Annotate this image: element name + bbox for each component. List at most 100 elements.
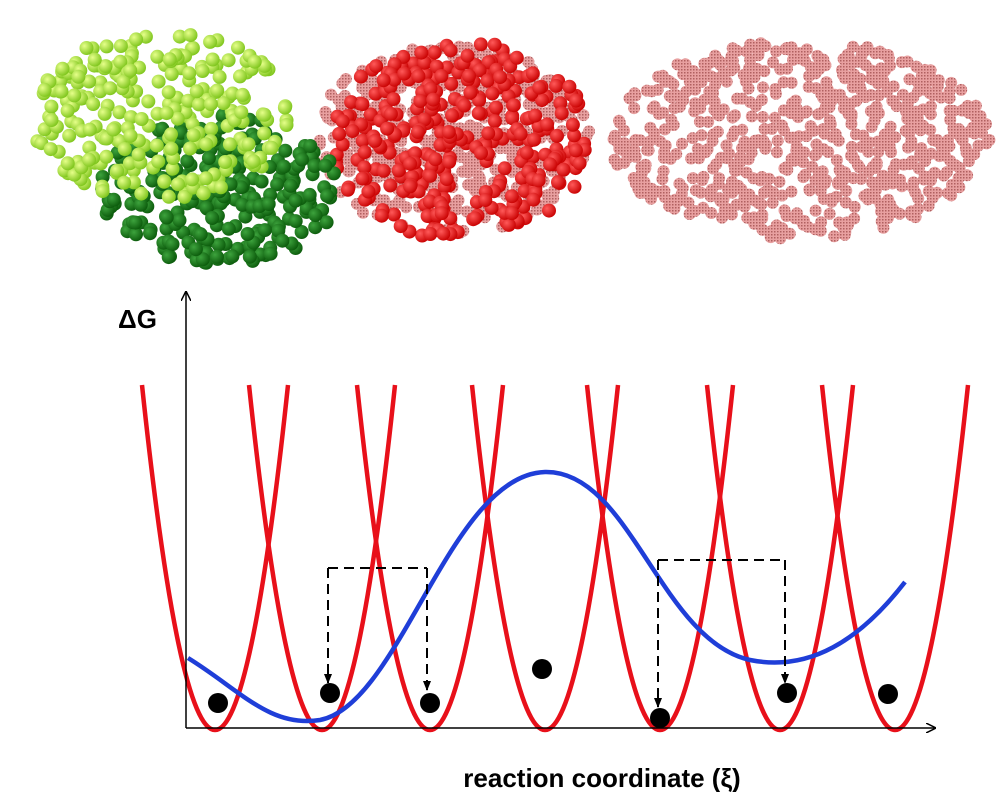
atom <box>556 162 571 177</box>
atom <box>903 158 916 171</box>
atom <box>145 173 160 188</box>
atom <box>823 207 836 220</box>
atom <box>628 144 641 157</box>
atom <box>505 111 520 126</box>
atom <box>924 123 937 136</box>
atom <box>730 198 743 211</box>
atom <box>60 156 75 171</box>
atom <box>276 159 291 174</box>
atom <box>868 114 881 127</box>
atom <box>386 92 401 107</box>
atom <box>771 146 783 159</box>
parabola <box>584 384 736 733</box>
atom <box>883 59 896 72</box>
atom <box>221 53 236 68</box>
atom <box>376 163 391 178</box>
atom <box>221 221 236 236</box>
atom <box>361 184 376 199</box>
atom <box>126 175 141 190</box>
atom <box>354 69 368 84</box>
atom <box>943 92 956 105</box>
atom <box>134 112 149 126</box>
atom <box>697 170 710 183</box>
atom <box>462 68 476 83</box>
atom <box>858 45 871 58</box>
atom <box>434 206 449 221</box>
atom <box>657 106 670 119</box>
atom <box>927 134 940 147</box>
atom <box>542 203 556 218</box>
atom <box>629 133 642 146</box>
atom <box>785 185 798 198</box>
atom <box>487 114 502 129</box>
atom <box>838 166 851 179</box>
atom <box>562 79 577 94</box>
atom <box>464 119 477 132</box>
atom <box>609 129 621 142</box>
atom <box>682 196 695 209</box>
atom <box>213 180 228 195</box>
atom <box>972 139 985 152</box>
atom <box>851 159 864 171</box>
atom <box>151 154 166 169</box>
atom <box>357 145 372 160</box>
atom <box>203 97 218 111</box>
atom <box>234 105 249 120</box>
atom <box>164 141 179 156</box>
atom <box>834 88 846 101</box>
atom <box>645 192 658 205</box>
atom <box>369 59 384 74</box>
atom <box>241 137 256 152</box>
atom <box>776 189 789 202</box>
atom <box>720 75 733 88</box>
atom <box>717 103 730 116</box>
atom <box>44 99 59 114</box>
replica-dot <box>532 659 552 679</box>
atom <box>756 81 769 94</box>
atom <box>755 198 768 211</box>
atom <box>799 168 812 181</box>
atom <box>740 166 753 179</box>
atom <box>535 93 549 108</box>
atom <box>472 63 487 78</box>
atom <box>199 200 214 215</box>
atom <box>699 61 712 74</box>
atom <box>983 134 996 146</box>
atom <box>165 237 180 252</box>
atom <box>277 100 292 115</box>
atom <box>195 64 210 78</box>
atom <box>318 158 333 173</box>
atom <box>303 139 318 153</box>
atom <box>815 216 828 229</box>
atom <box>826 130 839 143</box>
atom <box>193 227 208 242</box>
atom <box>817 123 830 136</box>
parabola <box>139 384 291 733</box>
atom <box>134 186 149 201</box>
atom <box>948 126 961 139</box>
atom <box>672 194 685 207</box>
atom <box>758 123 771 135</box>
atom <box>422 194 437 209</box>
atom <box>918 173 930 186</box>
atom <box>912 162 925 175</box>
atom <box>460 48 475 63</box>
atom <box>481 126 496 141</box>
atom <box>731 92 744 105</box>
atom <box>210 83 225 98</box>
atom <box>423 81 438 96</box>
atom <box>823 114 836 127</box>
atom <box>567 128 582 143</box>
atom <box>774 232 787 245</box>
atom <box>769 87 782 100</box>
atom <box>466 178 479 191</box>
atom <box>652 70 665 83</box>
atom <box>820 76 833 89</box>
atom <box>380 121 395 136</box>
atom <box>151 74 166 89</box>
atom <box>910 60 923 73</box>
atom <box>756 111 769 123</box>
atom <box>112 105 127 120</box>
atom <box>889 158 902 171</box>
